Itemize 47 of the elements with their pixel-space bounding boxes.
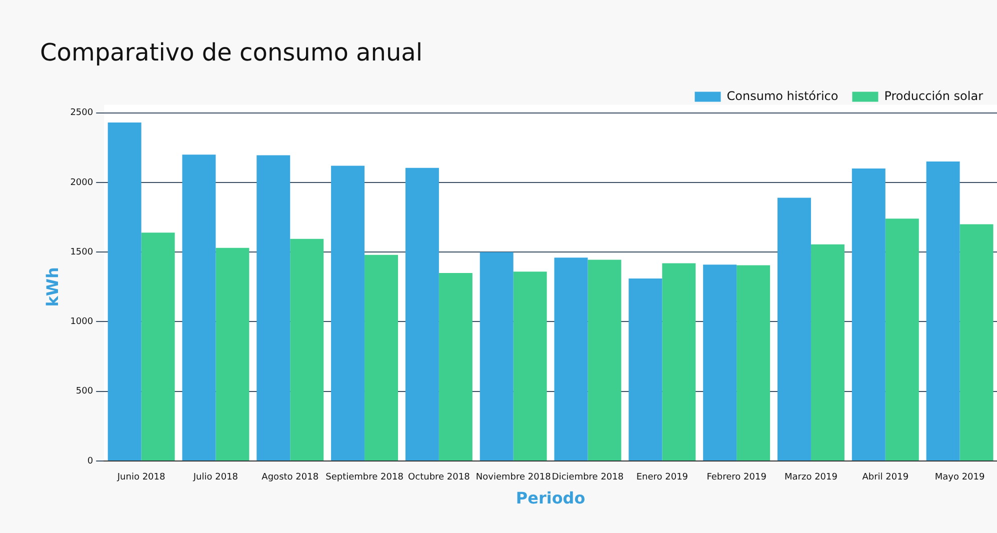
x-tick-label: Diciembre 2018 — [552, 472, 624, 483]
y-axis-title: kWh — [42, 267, 62, 307]
bar — [438, 272, 472, 460]
y-tick-label: 500 — [76, 386, 94, 397]
y-tick-label: 1500 — [70, 247, 94, 258]
bar — [216, 248, 250, 460]
bar — [513, 272, 547, 460]
legend-label: Consumo histórico — [726, 88, 838, 103]
bar — [554, 258, 588, 460]
x-tick-label: Julio 2018 — [192, 472, 238, 483]
bar — [628, 278, 662, 460]
bar — [703, 264, 737, 460]
y-tick-label: 1000 — [70, 317, 94, 328]
bar — [885, 218, 919, 460]
bar — [736, 265, 770, 460]
x-tick-label: Noviembre 2018 — [476, 472, 552, 483]
x-tick-label: Enero 2019 — [636, 472, 688, 483]
bar — [256, 155, 290, 460]
bar — [960, 224, 994, 460]
x-tick-label: Junio 2018 — [116, 472, 166, 483]
bar — [364, 254, 398, 460]
legend-label: Producción solar — [884, 88, 984, 103]
bar — [331, 166, 365, 460]
bar — [662, 263, 696, 460]
y-tick-label: 2000 — [70, 178, 94, 188]
bar — [852, 168, 886, 460]
bar — [182, 154, 216, 460]
x-tick-label: Marzo 2019 — [784, 472, 838, 483]
y-tick-label: 2500 — [70, 108, 94, 118]
bar — [926, 162, 960, 460]
x-tick-label: Abril 2019 — [862, 472, 909, 483]
bar — [108, 122, 142, 460]
bar — [588, 260, 622, 460]
x-tick-label: Mayo 2019 — [934, 472, 986, 483]
bar — [405, 168, 439, 460]
x-tick-label: Febrero 2019 — [706, 472, 767, 483]
x-axis-title: Periodo — [516, 488, 586, 508]
chart-title: Comparativo de consumo anual — [40, 38, 423, 67]
bar — [290, 238, 324, 460]
x-tick-label: Septiembre 2018 — [326, 472, 404, 483]
bar — [810, 244, 844, 460]
bar — [141, 232, 175, 460]
bar — [480, 252, 514, 460]
bar — [777, 198, 811, 460]
x-tick-label: Agosto 2018 — [262, 472, 319, 483]
x-tick-label: Octubre 2018 — [408, 472, 470, 483]
y-tick-label: 0 — [87, 456, 94, 466]
